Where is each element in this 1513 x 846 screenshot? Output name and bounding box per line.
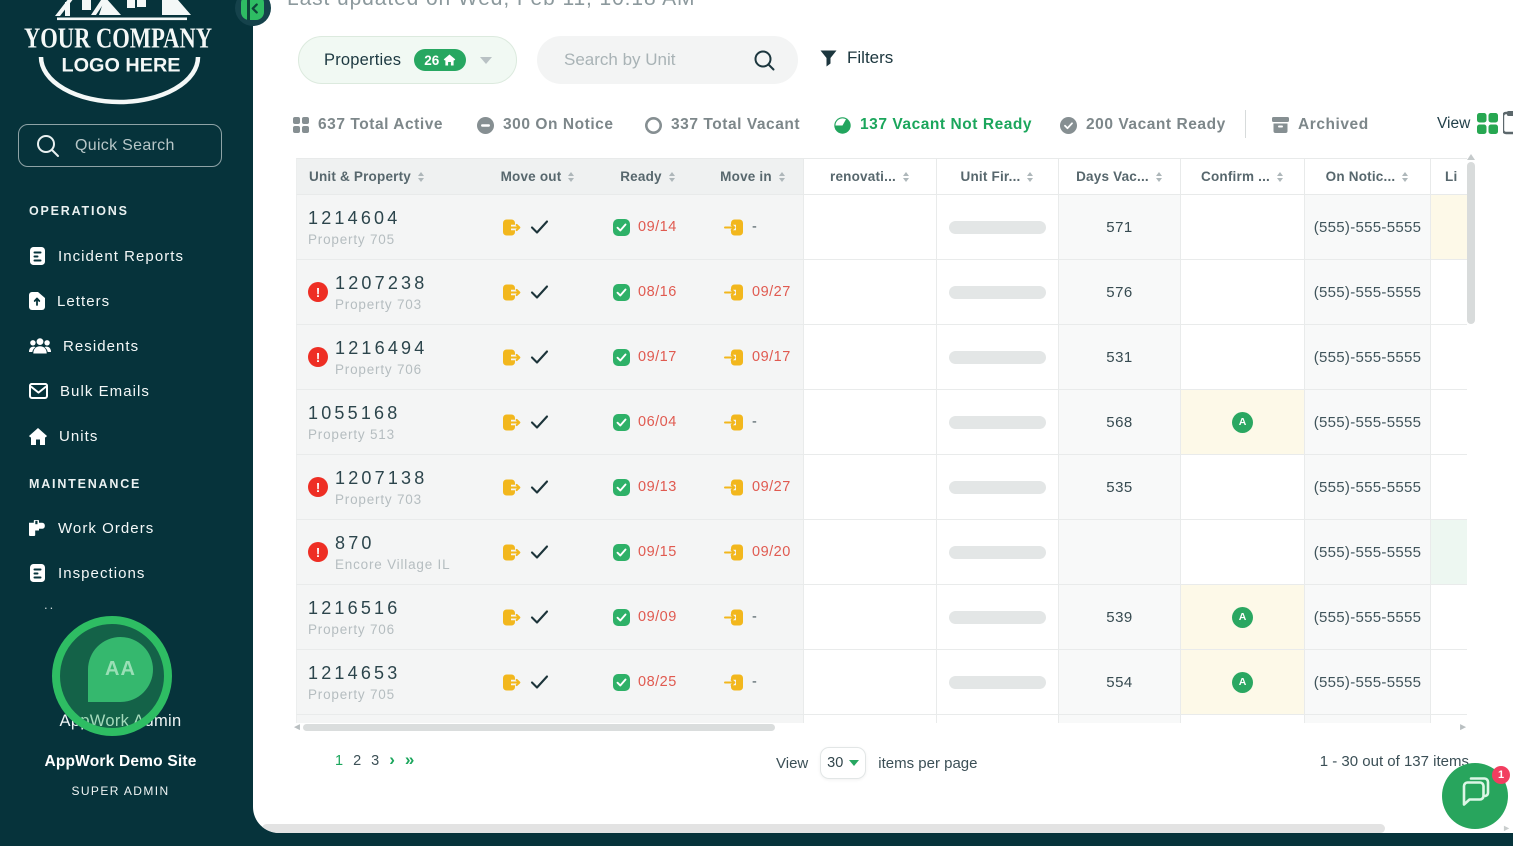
svg-text:YOUR COMPANY: YOUR COMPANY — [24, 24, 212, 55]
svg-text:LOGO HERE: LOGO HERE — [62, 55, 181, 77]
